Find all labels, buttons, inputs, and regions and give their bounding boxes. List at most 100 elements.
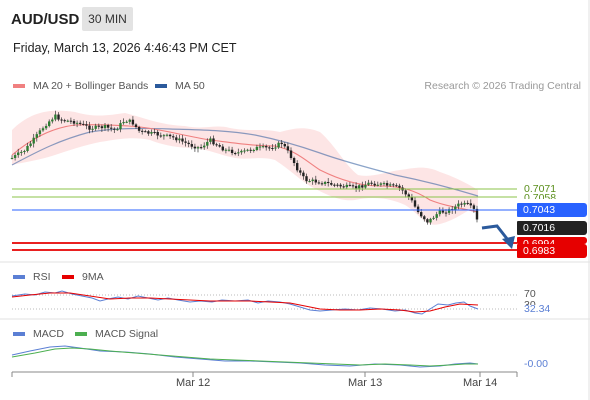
candle-body <box>153 131 156 133</box>
candle-body <box>255 146 259 151</box>
ma20-line <box>11 124 479 213</box>
candle-body <box>159 135 162 137</box>
candle-body <box>286 146 290 151</box>
candle-body <box>20 151 23 153</box>
candle-body <box>237 152 240 154</box>
candle-body <box>354 186 358 189</box>
candle-body <box>463 202 466 205</box>
candle-body <box>395 185 398 187</box>
candle-body <box>305 176 308 182</box>
macd-line <box>11 345 479 368</box>
candle-body <box>218 145 221 147</box>
timeframe-button[interactable]: 30 MIN <box>82 7 133 31</box>
level-tag-0.7043: 0.7043 <box>517 203 587 217</box>
candle-body <box>131 119 135 125</box>
candle-body <box>57 114 60 120</box>
candle-body <box>41 128 45 131</box>
candle-body <box>268 147 271 149</box>
candle-body <box>333 184 336 186</box>
candle-body <box>75 122 79 124</box>
candle-body <box>94 125 97 129</box>
candle-body <box>382 183 386 185</box>
candle-body <box>175 137 178 141</box>
candle-body <box>292 158 296 164</box>
candle-body <box>63 120 66 122</box>
candle-body <box>113 128 116 130</box>
candle-body <box>141 130 144 132</box>
candle-body <box>323 181 327 184</box>
candle-body <box>10 157 14 159</box>
candle-body <box>35 134 38 138</box>
candle-body <box>116 129 119 131</box>
candle-body <box>426 219 429 223</box>
candle-body <box>416 206 420 213</box>
candle-body <box>351 185 355 187</box>
candle-body <box>336 184 339 186</box>
candle-body <box>249 149 252 151</box>
candle-body <box>339 184 342 187</box>
rsi-ma-swatch <box>62 275 74 279</box>
candle-body <box>212 138 215 145</box>
candle-body <box>361 185 364 188</box>
macd-swatch <box>13 332 25 336</box>
candle-body <box>38 130 42 135</box>
candle-body <box>51 119 54 122</box>
candle-body <box>404 190 407 195</box>
candle-body <box>29 143 32 146</box>
candle-body <box>327 181 330 184</box>
candle-body <box>66 120 69 122</box>
candle-body <box>79 122 82 124</box>
macd-signal-line <box>11 347 478 367</box>
candle-body <box>69 120 73 122</box>
candle-body <box>475 208 479 220</box>
candle-body <box>85 124 88 126</box>
x-label-mar12: Mar 12 <box>176 377 211 389</box>
candle-body <box>206 141 209 146</box>
ma50-swatch <box>155 84 167 88</box>
candle-body <box>392 184 395 186</box>
rsi-swatch <box>13 275 25 279</box>
candle-body <box>317 182 321 184</box>
candle-body <box>271 147 274 149</box>
candle-body <box>32 137 35 144</box>
candle-body <box>184 141 187 143</box>
candle-body <box>44 125 48 129</box>
candle-body <box>97 125 100 127</box>
candle-body <box>110 127 113 129</box>
candle-body <box>444 212 448 214</box>
rsi-axis-30: 30 <box>524 299 536 305</box>
candle-body <box>147 131 150 134</box>
candle-body <box>150 131 153 134</box>
candle-body <box>178 138 181 141</box>
candle-body <box>454 206 457 211</box>
candle-body <box>435 214 438 218</box>
candle-body <box>240 150 243 153</box>
candle-body <box>193 146 197 149</box>
candle-body <box>423 216 426 220</box>
candle-body <box>168 134 172 137</box>
research-credit: Research © 2026 Trading Central <box>424 80 581 92</box>
candle-body <box>441 210 445 213</box>
candle-body <box>385 183 389 186</box>
candle-body <box>54 114 57 120</box>
level-label-0.7058: 0.7058 <box>524 192 557 199</box>
candle-body <box>460 203 463 205</box>
candle-body <box>296 163 299 171</box>
rsi-axis-70: 70 <box>524 288 536 300</box>
candle-body <box>311 179 314 182</box>
candle-body <box>348 184 352 186</box>
symbol-title: AUD/USD <box>11 11 80 28</box>
candle-body <box>88 125 91 130</box>
candle-body <box>367 182 370 185</box>
rsi-line <box>11 290 479 315</box>
candle-body <box>429 218 432 223</box>
candle-body <box>162 135 166 137</box>
level-label-0.7071: 0.7071 <box>524 183 557 195</box>
legend-macd: MACD <box>13 328 64 340</box>
candle-body <box>221 146 224 151</box>
bollinger-band <box>12 110 478 225</box>
legend-rsi-label: RSI <box>33 271 51 283</box>
candle-body <box>345 184 348 188</box>
candle-body <box>190 144 193 147</box>
